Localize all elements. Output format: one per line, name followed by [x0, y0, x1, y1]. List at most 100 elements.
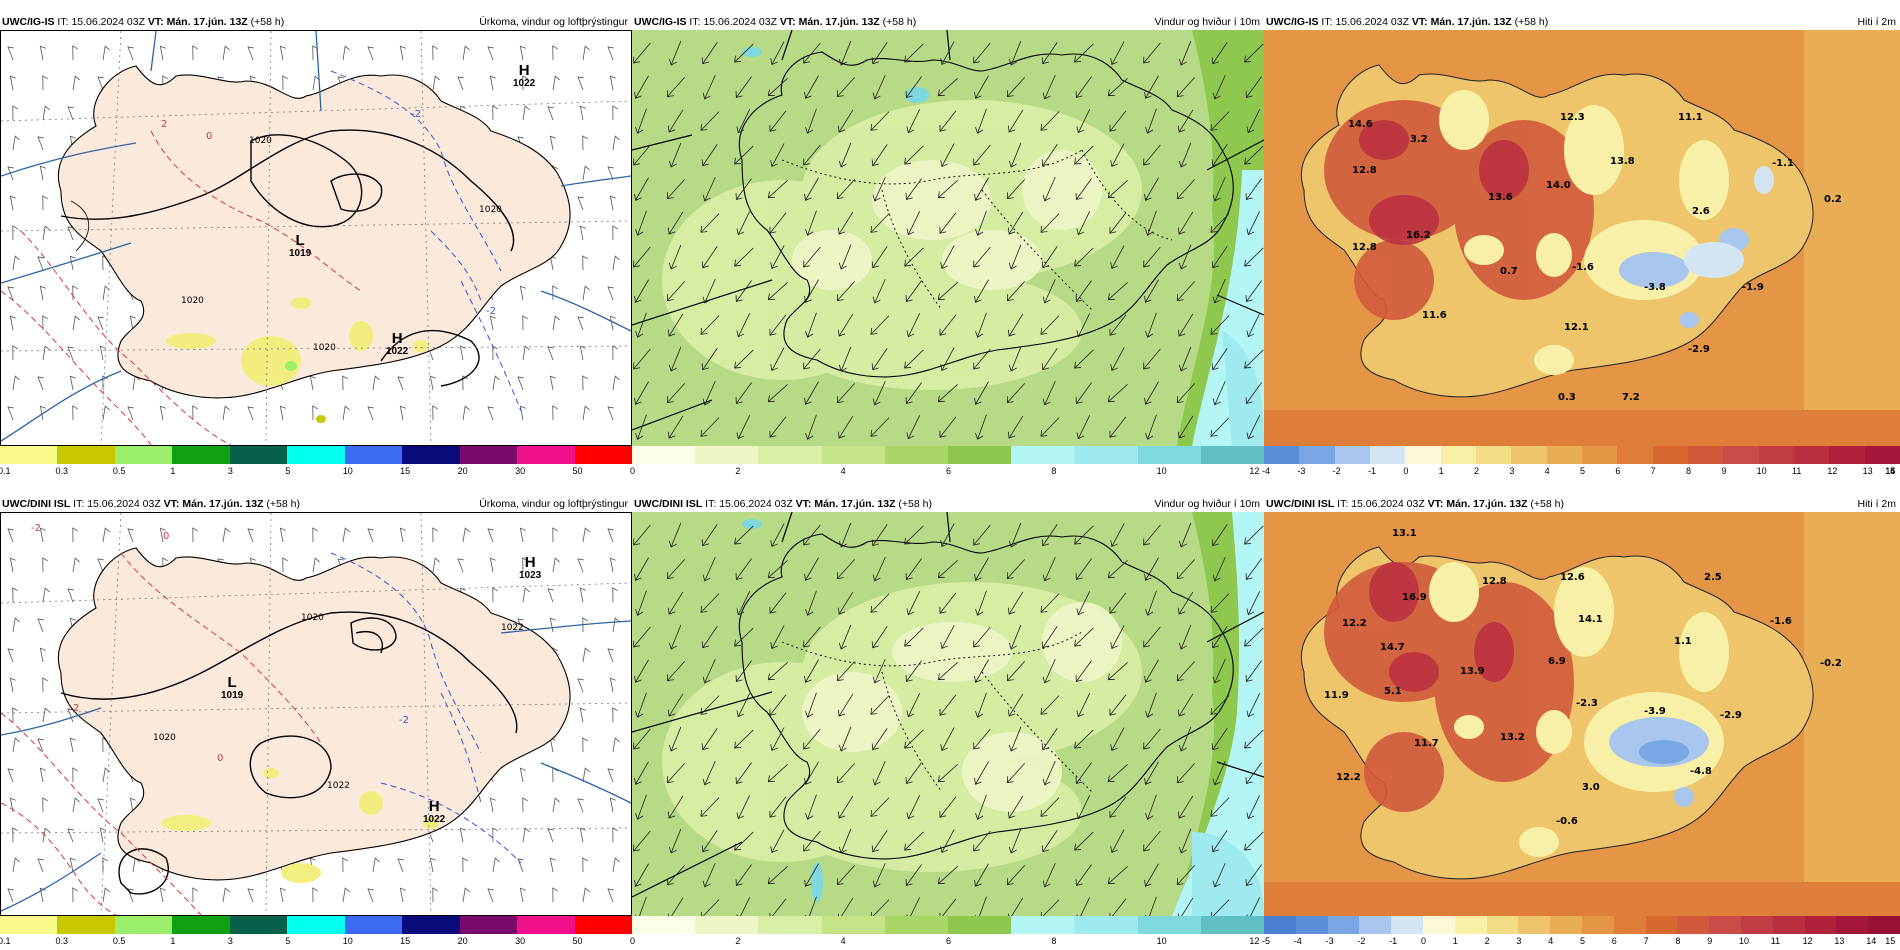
colorbar-tick-label: 50 — [572, 466, 583, 476]
wind-arrow — [1074, 729, 1094, 749]
wind-arrow — [1042, 862, 1056, 888]
wind-arrow — [905, 382, 922, 405]
wind-arrow — [1244, 349, 1264, 369]
wind-arrow — [870, 695, 890, 715]
wind-arrow — [1074, 831, 1094, 851]
wind-barb — [67, 226, 74, 241]
wind-arrow — [805, 210, 817, 236]
wind-arrow — [870, 315, 890, 335]
wind-arrow — [1040, 593, 1060, 613]
wind-barb — [192, 405, 199, 421]
wind-barb — [72, 527, 79, 543]
wind-arrow — [668, 244, 682, 270]
wind-barb — [312, 405, 319, 421]
wind-barb — [489, 797, 496, 813]
wind-barb — [429, 375, 436, 391]
wind-barb — [487, 406, 494, 421]
wind-arrow — [837, 693, 854, 717]
wind-arrow — [973, 348, 991, 370]
colorbar-swatch — [1772, 916, 1805, 934]
wind-barb — [129, 797, 136, 813]
wind-arrow — [872, 176, 886, 202]
colorbar-tick-label: -1 — [1368, 466, 1377, 476]
wind-barb — [522, 315, 529, 331]
wind-arrow — [975, 312, 987, 338]
colorbar-swatch — [0, 446, 58, 464]
wind-arrow — [667, 897, 684, 916]
wind-arrow — [973, 626, 991, 648]
wind-arrow — [1144, 177, 1159, 201]
wind-arrow — [975, 692, 987, 718]
temp-value-label: -2.9 — [1688, 344, 1710, 355]
colorbar-tick-label: 11 — [1770, 936, 1781, 946]
wind-barb — [549, 135, 556, 151]
wind-arrow — [872, 760, 886, 786]
colorbar-swatch — [1327, 916, 1360, 934]
wind-arrow — [939, 212, 957, 234]
wind-arrow — [836, 661, 855, 682]
colorbar-swatch — [1518, 916, 1551, 934]
wind-arrow — [1107, 384, 1128, 403]
wind-arrow — [974, 381, 989, 405]
wind-arrow — [770, 347, 785, 372]
colorbar-swatch — [459, 916, 518, 934]
wind-arrow — [939, 314, 957, 336]
isobar-label: 1020 — [181, 296, 204, 306]
wind-arrow — [1176, 383, 1195, 404]
wind-arrow — [1008, 244, 1022, 270]
wind-barb — [42, 797, 49, 813]
wind-arrow — [666, 763, 685, 784]
wind-barb — [222, 527, 230, 543]
temp-contours-red — [1, 130, 362, 445]
wind-arrow — [805, 590, 817, 616]
wind-arrow — [870, 213, 890, 233]
wind-arrow — [1244, 627, 1264, 647]
wind-arrow — [1244, 831, 1264, 851]
wind-arrow — [769, 694, 787, 716]
wind-arrow — [767, 78, 788, 97]
wind-barb — [69, 737, 76, 753]
wind-arrow — [1244, 729, 1264, 749]
temp-value-label: 3.0 — [1582, 782, 1600, 793]
wind-arrow — [940, 245, 955, 270]
wind-barb — [42, 827, 50, 843]
wind-arrow — [1041, 41, 1058, 65]
wind-arrow — [1075, 382, 1092, 405]
temp-colorbar — [1264, 916, 1900, 934]
wind-barb — [519, 887, 526, 903]
colorbar-tick-label: 3 — [227, 466, 233, 476]
wind-arrow — [937, 78, 958, 97]
wind-arrow — [906, 693, 921, 718]
colorbar-tick-label: 7 — [1643, 936, 1649, 946]
wind-arrow — [735, 660, 752, 683]
colorbar-tick-label: 20 — [457, 466, 468, 476]
wind-barb — [12, 135, 20, 151]
wind-arrow — [975, 896, 987, 916]
colorbar-tick-label: 12 — [1802, 936, 1813, 946]
wind-arrow — [668, 522, 682, 548]
wind-arrow — [736, 795, 751, 820]
wind-arrow — [1177, 415, 1194, 439]
wind-arrow — [803, 246, 821, 268]
wind-arrow — [906, 313, 921, 338]
colorbar-tick-label: 0.3 — [55, 466, 68, 476]
wind-arrow — [736, 109, 751, 134]
wind-arrow — [1246, 109, 1261, 134]
wind-barb — [607, 528, 614, 543]
wind-arrow — [872, 74, 886, 100]
wind-barb — [429, 857, 436, 873]
wind-barb — [12, 225, 19, 241]
colorbar-tick-label: 15 — [400, 466, 411, 476]
wind-arrow — [939, 796, 957, 818]
wind-barb — [37, 256, 44, 271]
panel-title: Úrkoma, vindur og loftþrýstingur — [479, 498, 628, 510]
temp-value-label: 6.9 — [1548, 656, 1566, 667]
wind-arrow — [767, 384, 788, 403]
precip-areas — [166, 297, 429, 386]
temp-value-label: 13.2 — [1500, 732, 1525, 743]
wind-arrow — [1006, 763, 1025, 784]
wind-barb — [39, 647, 46, 663]
wind-arrow — [1211, 523, 1228, 547]
wind-arrow — [805, 312, 817, 338]
wind-arrow — [1212, 862, 1226, 888]
